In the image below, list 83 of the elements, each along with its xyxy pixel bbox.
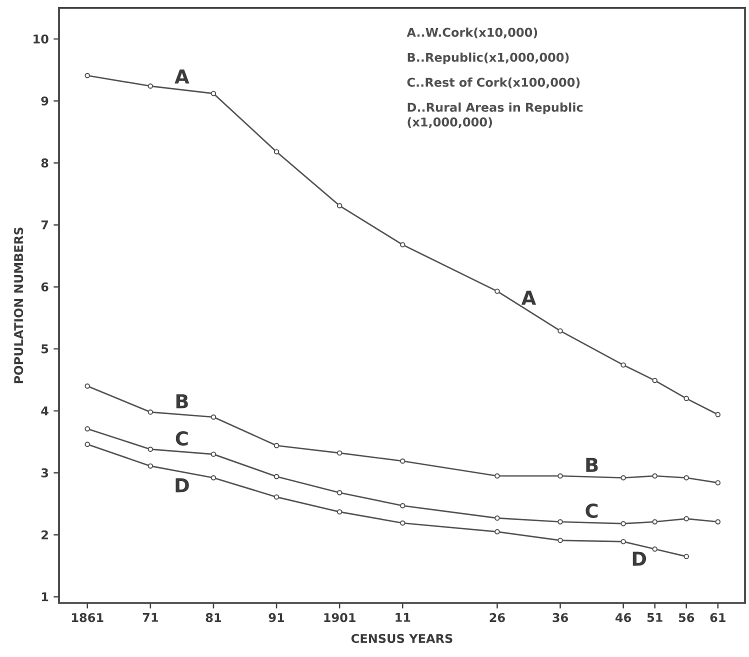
y-axis-title: POPULATION NUMBERS [14,228,24,384]
point [84,72,90,78]
point [558,519,563,524]
point [84,426,90,432]
series-label: C [586,503,598,518]
x-tick-label: 51 [647,613,662,622]
point [558,328,563,334]
x-tick-label: 46 [616,613,632,622]
text: A [174,69,190,84]
point [494,515,500,521]
point [336,490,342,496]
annotation: A..W.Cork(x10,000) [406,28,538,38]
point [274,442,280,448]
point [494,529,500,534]
y-tick-label: 5 [42,344,48,354]
point [715,412,721,418]
point [400,458,406,464]
point [148,409,154,415]
y-tick-label: 7 [41,220,48,230]
point [494,288,500,294]
point [210,475,216,480]
point [84,442,90,447]
x-tick-label: 11 [396,613,410,622]
point [684,516,690,522]
text: D [176,478,189,492]
point [652,378,658,384]
point [558,473,563,479]
point [684,396,690,402]
y-tick-label: 8 [41,158,48,168]
annotation: C..Rest of Cork(x100,000) [407,78,580,88]
x-tick-label: 36 [552,613,568,622]
point [715,519,721,524]
point [274,474,280,480]
x-axis-title: CENSUS YEARS [351,634,452,644]
x-tick-label: 71 [142,613,158,622]
point [84,383,90,389]
point [558,538,563,544]
point [336,509,342,515]
x-tick-label: 1861 [72,613,104,622]
series-label: B [586,458,598,472]
point [620,538,626,544]
point [336,450,342,456]
point [620,475,626,480]
point [210,452,216,457]
point [210,414,216,420]
point [620,362,626,368]
point [715,480,721,486]
point [620,521,626,526]
annotation: D..Rural Areas in Republic (x1,000,000) [408,102,583,128]
x-tick-label: 56 [678,613,694,622]
point [148,463,154,469]
y-tick-label: 3 [41,468,48,478]
point [400,242,406,248]
point [148,446,154,452]
point [210,90,216,96]
x-tick-label: 91 [268,613,284,622]
text: B [176,394,188,408]
point [274,494,280,500]
point [400,520,406,526]
point [336,203,342,208]
annotation: B..Republic(x1,000,000) [408,52,569,64]
x-tick-label: 81 [206,613,222,622]
y-tick-label: 10 [34,34,48,44]
y-tick-label: 9 [41,96,48,106]
point [684,475,690,480]
x-tick-label: 61 [710,613,726,622]
y-tick-label: 1 [42,592,48,602]
series-label: D [632,552,646,566]
x-tick-label: 1901 [324,613,356,622]
y-tick-label: 2 [42,530,48,540]
point [652,519,658,524]
point [274,149,280,154]
text: C [176,431,188,446]
point [494,473,500,479]
point [400,503,406,508]
y-tick-label: 6 [41,282,48,292]
point [652,473,658,479]
x-tick-label: 26 [490,613,505,622]
point [148,83,154,89]
y-tick-label: 4 [41,406,48,416]
point [684,554,690,560]
series-label: A [521,290,536,305]
point [652,546,658,552]
